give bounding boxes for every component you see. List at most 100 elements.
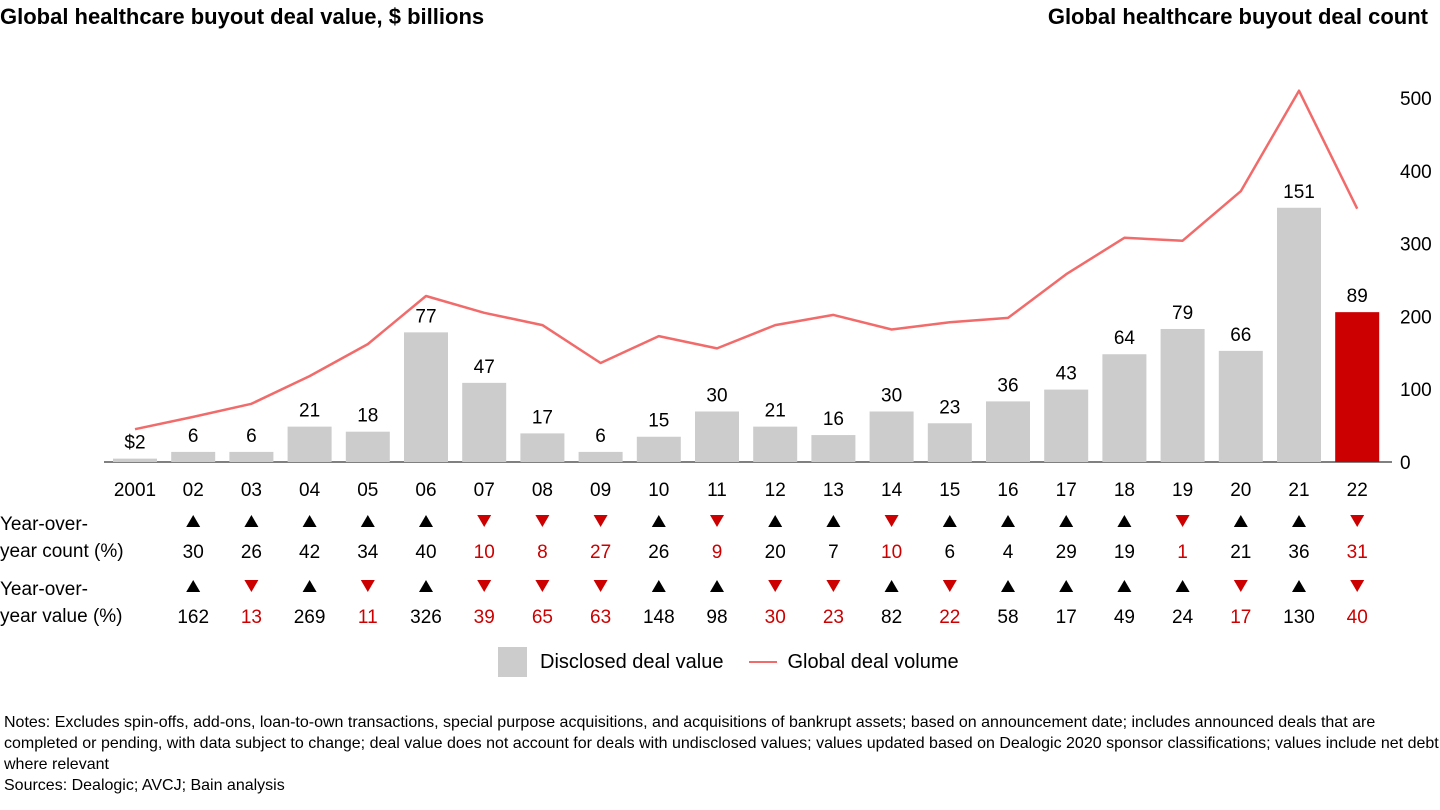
bar-03	[229, 451, 274, 462]
yoy-count-value-02: 30	[183, 542, 204, 563]
yoy-count-arrow-15	[942, 515, 957, 527]
right-axis-tick-500: 500	[1400, 89, 1432, 110]
bar-value-label-21: 151	[1283, 182, 1315, 203]
bar-02	[171, 451, 216, 462]
x-tick-08: 08	[532, 480, 553, 501]
yoy-value-value-12: 30	[765, 607, 786, 628]
yoy-value-label-line2: year value (%)	[0, 606, 123, 627]
x-tick-04: 04	[299, 480, 321, 501]
legend-bar-label: Disclosed deal value	[540, 650, 724, 673]
bar-value-label-02: 6	[188, 426, 199, 447]
yoy-value-arrow-09	[593, 580, 608, 592]
yoy-value-value-02: 162	[177, 607, 209, 628]
x-tick-18: 18	[1114, 480, 1135, 501]
bar-06	[404, 332, 448, 462]
yoy-count-value-08: 8	[537, 542, 548, 563]
yoy-value-arrow-19	[1175, 580, 1190, 592]
yoy-value-arrow-18	[1117, 580, 1132, 592]
yoy-value-value-19: 24	[1172, 607, 1194, 628]
yoy-count-value-21: 36	[1288, 542, 1309, 563]
bar-value-label-04: 21	[299, 401, 320, 422]
yoy-count-value-12: 20	[765, 542, 786, 563]
bar-05	[345, 431, 390, 462]
yoy-value-arrow-21	[1292, 580, 1306, 592]
right-axis-tick-400: 400	[1400, 162, 1432, 183]
yoy-count-value-09: 27	[590, 542, 611, 563]
bar-value-label-2001: $2	[124, 433, 145, 454]
x-tick-16: 16	[997, 480, 1018, 501]
bar-13	[811, 435, 856, 462]
yoy-count-arrow-22	[1350, 515, 1365, 527]
yoy-value-value-18: 49	[1114, 607, 1135, 628]
yoy-count-arrow-04	[302, 515, 317, 527]
yoy-value-value-21: 130	[1283, 607, 1315, 628]
yoy-count-arrow-11	[710, 515, 724, 527]
right-axis-tick-100: 100	[1400, 380, 1432, 401]
bar-value-label-11: 30	[706, 385, 727, 406]
yoy-count-arrow-17	[1059, 515, 1074, 527]
yoy-value-value-06: 326	[410, 607, 442, 628]
yoy-count-arrow-06	[419, 515, 433, 527]
x-tick-09: 09	[590, 480, 611, 501]
x-tick-06: 06	[415, 480, 436, 501]
bar-value-label-16: 36	[997, 375, 1018, 396]
bar-value-label-18: 64	[1114, 328, 1136, 349]
bar-22	[1335, 312, 1380, 462]
yoy-value-value-15: 22	[939, 607, 960, 628]
yoy-count-arrow-07	[477, 515, 492, 527]
yoy-value-value-05: 11	[358, 607, 378, 628]
bar-08	[520, 433, 565, 462]
right-chart-title: Global healthcare buyout deal count	[1047, 4, 1428, 29]
bar-value-label-22: 89	[1347, 286, 1368, 307]
bar-21	[1277, 207, 1321, 462]
yoy-count-arrow-12	[768, 515, 783, 527]
deal-volume-line	[134, 89, 1359, 431]
x-tick-14: 14	[881, 480, 903, 501]
x-tick-21: 21	[1288, 480, 1309, 501]
yoy-value-value-07: 39	[474, 607, 495, 628]
yoy-value-value-22: 40	[1347, 607, 1368, 628]
bar-16	[986, 401, 1030, 462]
yoy-value-label-line1: Year-over-	[0, 579, 89, 600]
bar-20	[1218, 350, 1263, 462]
bar-18	[1102, 354, 1147, 462]
yoy-value-arrow-17	[1059, 580, 1074, 592]
yoy-count-label-line2: year count (%)	[0, 541, 124, 562]
bar-14	[869, 411, 914, 462]
yoy-value-arrow-11	[710, 580, 724, 592]
bar-value-label-13: 16	[823, 409, 844, 430]
yoy-value-value-11: 98	[706, 607, 727, 628]
x-tick-10: 10	[648, 480, 669, 501]
yoy-count-value-19: 1	[1177, 542, 1188, 563]
x-tick-05: 05	[357, 480, 378, 501]
yoy-value-arrow-13	[826, 580, 841, 592]
bar-value-label-17: 43	[1056, 364, 1077, 385]
yoy-count-arrow-16	[1001, 515, 1015, 527]
yoy-count-arrow-02	[186, 515, 201, 527]
bar-15	[927, 423, 972, 462]
yoy-count-value-15: 6	[945, 542, 956, 563]
bar-value-label-06: 77	[415, 306, 436, 327]
yoy-value-arrow-22	[1350, 580, 1365, 592]
x-tick-20: 20	[1230, 480, 1251, 501]
yoy-count-value-18: 19	[1114, 542, 1135, 563]
yoy-count-value-22: 31	[1347, 542, 1368, 563]
bar-value-label-08: 17	[532, 407, 553, 428]
bar-value-label-20: 66	[1230, 325, 1251, 346]
yoy-count-arrow-20	[1233, 515, 1248, 527]
bar-11	[695, 411, 739, 462]
bar-value-label-14: 30	[881, 385, 902, 406]
yoy-count-arrow-21	[1292, 515, 1306, 527]
bar-04	[287, 426, 332, 462]
yoy-count-value-03: 26	[241, 542, 262, 563]
bar-value-label-10: 15	[648, 411, 669, 432]
legend: Disclosed deal value Global deal volume	[498, 646, 959, 678]
sources-text: Sources: Dealogic; AVCJ; Bain analysis	[4, 777, 285, 794]
legend-line-swatch	[749, 661, 778, 663]
bar-10	[636, 436, 681, 462]
yoy-count-arrow-08	[535, 515, 550, 527]
yoy-value-value-04: 269	[294, 607, 326, 628]
yoy-value-arrow-06	[419, 580, 433, 592]
x-tick-12: 12	[765, 480, 786, 501]
